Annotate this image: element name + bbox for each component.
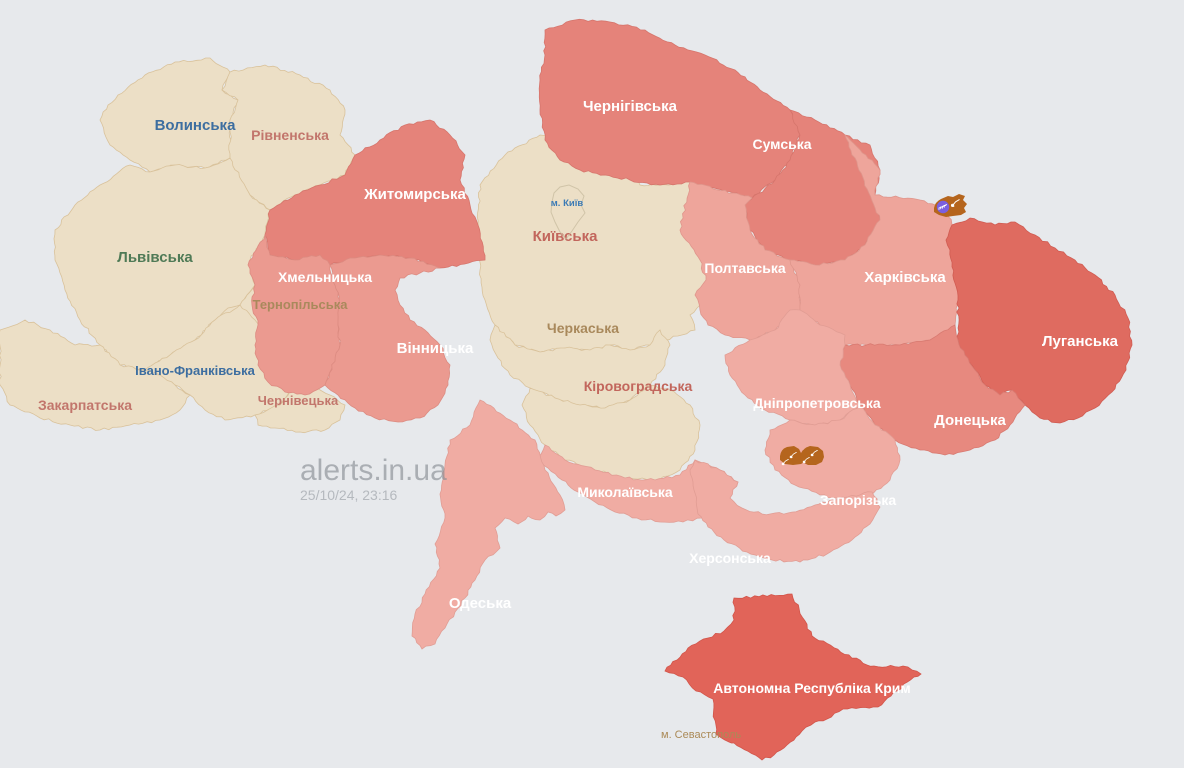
svg-text:Житомирська: Житомирська bbox=[363, 186, 466, 203]
svg-text:Рівненська: Рівненська bbox=[251, 127, 329, 143]
svg-text:Миколаївська: Миколаївська bbox=[577, 484, 673, 500]
svg-text:Харківська: Харківська bbox=[864, 269, 946, 286]
svg-text:Івано-Франківська: Івано-Франківська bbox=[135, 363, 255, 378]
svg-text:Кіровоградська: Кіровоградська bbox=[584, 378, 693, 394]
svg-text:25/10/24, 23:16: 25/10/24, 23:16 bbox=[300, 487, 398, 503]
svg-text:Луганська: Луганська bbox=[1042, 333, 1119, 350]
svg-text:Запорізька: Запорізька bbox=[820, 492, 897, 508]
svg-text:Черкаська: Черкаська bbox=[547, 320, 619, 336]
svg-text:Тернопільська: Тернопільська bbox=[253, 297, 349, 312]
svg-text:Хмельницька: Хмельницька bbox=[278, 269, 372, 285]
svg-text:Чернігівська: Чернігівська bbox=[583, 98, 678, 115]
svg-text:Чернівецька: Чернівецька bbox=[258, 393, 339, 408]
svg-text:Дніпропетровська: Дніпропетровська bbox=[753, 395, 881, 411]
svg-text:Львівська: Львівська bbox=[117, 249, 193, 266]
svg-text:Вінницька: Вінницька bbox=[397, 340, 474, 357]
svg-text:Донецька: Донецька bbox=[934, 412, 1006, 429]
svg-text:alerts.in.ua: alerts.in.ua bbox=[300, 454, 447, 487]
svg-text:м. Київ: м. Київ bbox=[551, 198, 584, 209]
svg-text:м. Севастополь: м. Севастополь bbox=[661, 729, 741, 741]
svg-text:Одеська: Одеська bbox=[449, 595, 512, 612]
svg-text:Волинська: Волинська bbox=[155, 117, 237, 134]
svg-text:Закарпатська: Закарпатська bbox=[38, 397, 132, 413]
svg-text:Полтавська: Полтавська bbox=[704, 260, 785, 276]
svg-text:Київська: Київська bbox=[533, 228, 599, 245]
svg-text:Автономна Республіка Крим: Автономна Республіка Крим bbox=[713, 680, 911, 696]
svg-text:Херсонська: Херсонська bbox=[689, 550, 771, 566]
svg-text:Сумська: Сумська bbox=[752, 136, 811, 152]
